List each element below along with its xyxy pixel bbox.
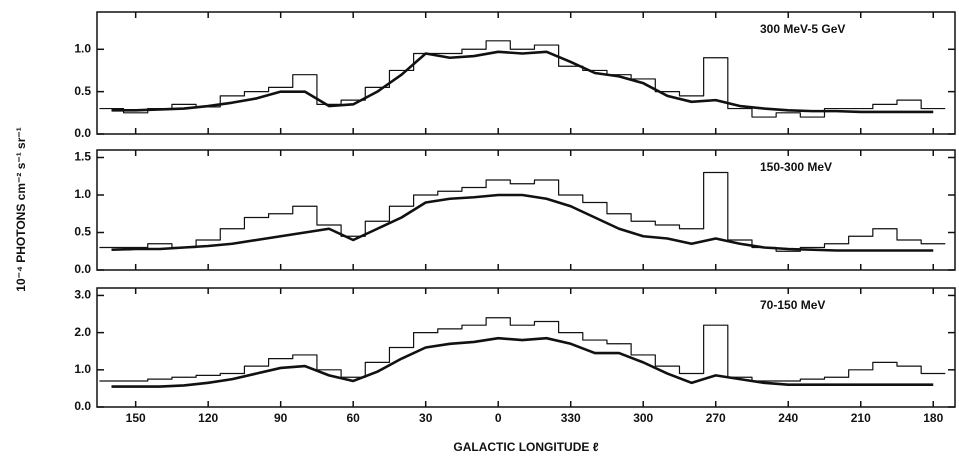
y-tick-label: 0.5 (74, 225, 91, 239)
x-tick-label: 150 (126, 411, 146, 425)
x-tick-label: 0 (495, 411, 502, 425)
y-tick-label: 1.0 (74, 362, 91, 376)
data-line (99, 317, 946, 382)
data-line (99, 171, 946, 252)
model-line (111, 336, 934, 388)
panel-frame (96, 287, 956, 408)
x-tick-label: 270 (706, 411, 726, 425)
x-tick-label: 120 (198, 411, 218, 425)
x-axis-label: GALACTIC LONGITUDE ℓ (453, 440, 598, 454)
x-tick-label: 210 (851, 411, 871, 425)
model-line (111, 193, 934, 252)
annotation: 150-300 MeV (760, 160, 832, 174)
y-tick-label: 0.0 (74, 126, 91, 140)
x-tick-label: 330 (561, 411, 581, 425)
annotation: 70-150 MeV (760, 298, 825, 312)
panel-frame (96, 11, 956, 135)
x-tick-label: 240 (778, 411, 798, 425)
x-tick-label: 90 (274, 411, 288, 425)
y-tick-label: 2.0 (74, 325, 91, 339)
annotation: 300 MeV-5 GeV (760, 22, 845, 36)
y-tick-label: 1.5 (74, 150, 91, 164)
data-line (99, 40, 946, 118)
x-tick-label: 180 (923, 411, 943, 425)
y-tick-label: 0.5 (74, 84, 91, 98)
y-tick-label: 3.0 (74, 288, 91, 302)
y-tick-label: 1.0 (74, 187, 91, 201)
y-axis-label: 10⁻⁴ PHOTONS cm⁻² s⁻¹ sr⁻¹ (14, 127, 28, 291)
x-tick-label: 60 (347, 411, 361, 425)
x-tick-label: 300 (633, 411, 653, 425)
x-tick-label: 30 (419, 411, 433, 425)
model-line (111, 50, 934, 114)
y-tick-label: 0.0 (74, 262, 91, 276)
y-tick-label: 0.0 (74, 399, 91, 413)
panel-frame (96, 149, 956, 271)
y-tick-label: 1.0 (74, 41, 91, 55)
